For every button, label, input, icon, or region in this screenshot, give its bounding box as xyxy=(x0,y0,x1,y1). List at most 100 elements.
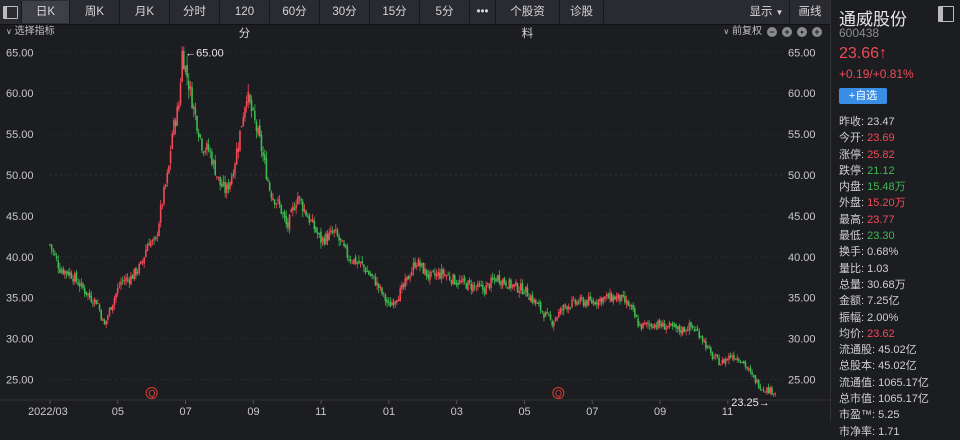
candle-body xyxy=(643,323,646,325)
candle-body xyxy=(662,322,664,327)
candle-body xyxy=(533,298,535,303)
tab-5min[interactable]: 5分 xyxy=(420,1,470,23)
candle-body xyxy=(316,232,319,235)
candle-body xyxy=(346,246,349,258)
candle-body xyxy=(556,317,558,320)
candle-body xyxy=(452,274,454,285)
candle-body xyxy=(90,295,93,302)
candle-body xyxy=(263,154,266,160)
tab-60min[interactable]: 60分 xyxy=(270,1,320,23)
more-button[interactable]: ••• xyxy=(470,1,496,23)
candle-body xyxy=(505,281,507,287)
zoom-in-icon[interactable]: + xyxy=(782,27,792,37)
candle-body xyxy=(366,270,368,272)
candle-body xyxy=(259,125,261,137)
x-tick-label: 05 xyxy=(518,406,530,418)
x-tick-label: 11 xyxy=(722,406,733,418)
display-dropdown[interactable]: 显示 ▼ xyxy=(744,1,790,23)
candle-body xyxy=(356,262,359,264)
candle-body xyxy=(579,296,582,302)
candle-body xyxy=(354,256,357,264)
candle-body xyxy=(624,296,626,303)
candle-body xyxy=(184,66,187,73)
candle-body xyxy=(650,323,653,327)
tab-monthly-k[interactable]: 月K xyxy=(120,1,170,23)
candle-body xyxy=(189,86,192,89)
plus-icon[interactable]: + xyxy=(812,27,822,37)
candle-body xyxy=(594,302,596,305)
candle-body xyxy=(202,151,205,154)
candle-body xyxy=(237,147,240,152)
candle-body xyxy=(369,273,372,276)
candle-body xyxy=(473,285,476,287)
candle-body xyxy=(372,275,375,277)
candle-body xyxy=(349,259,352,262)
kline-chart[interactable]: 65.00 65.00 60.00 60.00 55.00 55.00 50.00 50.00… xyxy=(0,40,830,421)
indicator-selector[interactable]: ∨ 选择指标 xyxy=(6,25,55,39)
panel-toggle-icon[interactable] xyxy=(938,6,954,22)
reset-icon[interactable]: • xyxy=(797,27,807,37)
candle-body xyxy=(448,276,451,280)
candle-body xyxy=(230,176,233,185)
candle-body xyxy=(308,215,311,223)
add-watchlist-button[interactable]: +自选 xyxy=(839,88,887,104)
candle-body xyxy=(296,196,299,205)
price-change: +0.19/+0.81% xyxy=(839,67,914,81)
candle-body xyxy=(536,303,539,305)
draw-line-button[interactable]: 画线 xyxy=(798,6,822,18)
zoom-out-icon[interactable]: − xyxy=(767,27,777,37)
adjust-selector[interactable]: ∨ 前复权 xyxy=(723,25,762,39)
candle-body xyxy=(673,325,676,327)
candle-body xyxy=(648,324,651,326)
quote-label: 振幅: xyxy=(839,311,865,324)
candle-body xyxy=(310,220,312,222)
quote-row: 最高: 23.77 xyxy=(839,212,960,228)
candle-body xyxy=(584,301,587,307)
panel-toggle-icon[interactable] xyxy=(0,1,22,23)
candle-body xyxy=(554,318,557,321)
tab-weekly-k[interactable]: 周K xyxy=(70,1,120,23)
candle-body xyxy=(282,212,284,214)
indicator-label: 选择指标 xyxy=(14,26,55,37)
candle-body xyxy=(503,277,506,284)
diagnose-button[interactable]: 诊股 xyxy=(560,1,604,23)
x-tick-label: 09 xyxy=(654,406,666,418)
candle-body xyxy=(376,282,378,286)
candle-body xyxy=(107,315,109,320)
tab-daily-k[interactable]: 日K xyxy=(22,1,70,23)
candle-body xyxy=(250,100,253,112)
tab-intraday[interactable]: 分时 xyxy=(170,1,220,23)
quote-label: 流通值: xyxy=(839,376,876,389)
candle-body xyxy=(173,119,175,135)
y-tick-label-left: 40.00 xyxy=(6,252,34,264)
candle-body xyxy=(685,330,687,332)
candle-body xyxy=(108,308,111,316)
candle-body xyxy=(711,352,714,359)
candle-body xyxy=(348,259,350,261)
candle-body xyxy=(553,321,555,327)
stock-profile-button[interactable]: 个股资料 xyxy=(496,1,560,40)
quote-value: 45.02亿 xyxy=(875,344,917,357)
tab-120min[interactable]: 120分 xyxy=(220,1,270,40)
candle-body xyxy=(667,326,669,328)
candle-body xyxy=(318,233,321,235)
tab-15min[interactable]: 15分 xyxy=(370,1,420,23)
x-tick-label: 03 xyxy=(451,406,463,418)
candle-body xyxy=(670,324,672,326)
candle-body xyxy=(73,273,76,283)
candle-body xyxy=(703,340,705,343)
candle-body xyxy=(161,204,164,206)
candle-body xyxy=(546,312,549,314)
candle-body xyxy=(483,288,486,294)
y-tick-label-right: 30.00 xyxy=(788,334,816,346)
candle-body xyxy=(292,206,294,211)
candle-body xyxy=(212,160,215,164)
quote-value: 23.69 xyxy=(864,132,895,145)
candle-body xyxy=(754,375,757,383)
tab-30min[interactable]: 30分 xyxy=(320,1,370,23)
candle-body xyxy=(698,331,701,338)
quote-value: 23.47 xyxy=(864,116,895,128)
candle-body xyxy=(83,288,86,294)
quote-value: 23.62 xyxy=(864,327,895,340)
candle-body xyxy=(691,325,694,329)
